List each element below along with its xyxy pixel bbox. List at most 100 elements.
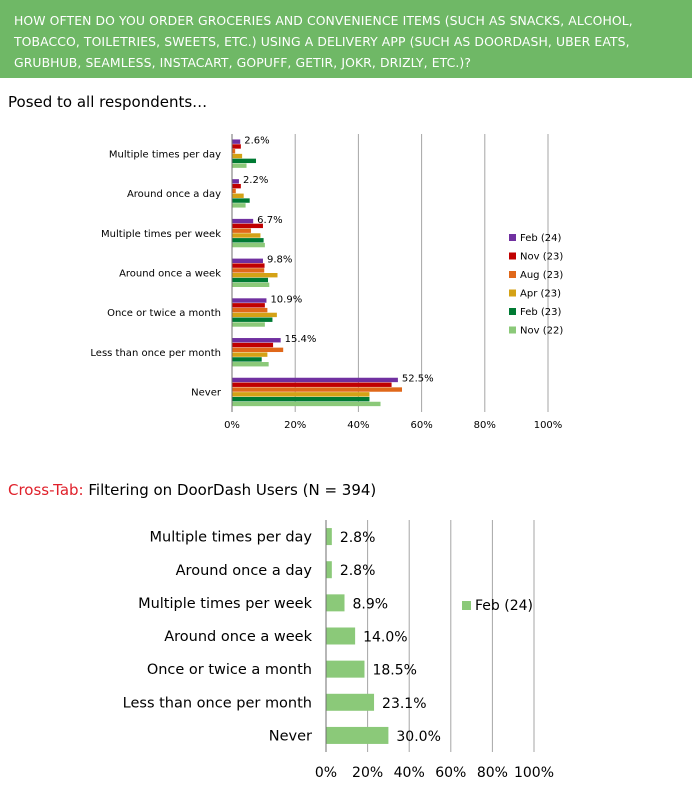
chart1-legend-swatch	[509, 234, 516, 241]
chart1-bar-feb-24-	[232, 338, 281, 343]
question-line-3: GRUBHUB, SEAMLESS, INSTACART, GOPUFF, GE…	[14, 55, 472, 70]
chart1-bar-feb-24-	[232, 298, 267, 303]
chart1-legend-label: Nov (23)	[520, 252, 563, 263]
chart2-data-label: 23.1%	[382, 696, 426, 712]
chart1-bar-aug-23-	[232, 149, 236, 154]
chart1-bar-feb-23-	[232, 317, 273, 322]
chart2-legend-label: Feb (24)	[475, 598, 533, 614]
chart1-category-label: Once or twice a month	[107, 308, 221, 319]
chart1-bar-feb-24-	[232, 377, 398, 383]
chart2-bar-feb-24-	[326, 693, 375, 711]
chart1-x-tick-label: 20%	[284, 420, 306, 431]
chart1-data-label: 9.8%	[267, 255, 292, 266]
chart1-bar-apr-23-	[232, 312, 277, 318]
chart2-x-tick-label: 20%	[352, 765, 383, 781]
question-banner: HOW OFTEN DO YOU ORDER GROCERIES AND CON…	[0, 0, 692, 78]
chart1-legend-label: Feb (24)	[520, 233, 562, 244]
chart1-bar-nov-22-	[232, 282, 270, 287]
chart1-bar-nov-22-	[232, 242, 265, 248]
chart1-category-label: Around once a week	[119, 269, 221, 280]
chart2-x-tick-label: 40%	[394, 765, 425, 781]
chart1-bar-aug-23-	[232, 228, 251, 233]
chart1-legend-label: Apr (23)	[520, 289, 561, 300]
chart1-bar-nov-23-	[232, 223, 263, 229]
chart1-x-tick-label: 40%	[347, 420, 369, 431]
chart1-legend-swatch	[509, 308, 516, 315]
chart1-x-tick-label: 80%	[474, 420, 496, 431]
chart1-data-label: 6.7%	[257, 215, 282, 226]
chart1-legend-swatch	[509, 289, 516, 297]
chart2-x-tick-label: 80%	[477, 765, 508, 781]
chart1-legend-swatch	[509, 252, 516, 260]
chart1-bar-apr-23-	[232, 352, 268, 357]
chart1-legend-label: Feb (23)	[520, 307, 562, 318]
chart2-data-label: 8.9%	[353, 596, 389, 612]
chart1-bar-apr-23-	[232, 233, 261, 238]
chart1-bar-nov-23-	[232, 263, 265, 268]
chart1-x-tick-label: 100%	[534, 420, 563, 431]
chart1-category-label: Multiple times per week	[101, 229, 221, 240]
chart2-category-label: Around once a day	[176, 563, 313, 579]
chart1-bar-aug-23-	[232, 307, 268, 313]
chart2-legend-swatch	[462, 601, 471, 610]
chart2-bar-feb-24-	[326, 528, 332, 546]
chart1-bar-nov-23-	[232, 303, 265, 308]
chart1-bar-aug-23-	[232, 387, 403, 392]
chart1-legend-swatch	[509, 271, 516, 278]
chart1-bar-nov-23-	[232, 342, 274, 348]
chart1-bar-nov-23-	[232, 144, 241, 149]
crosstab-prefix: Cross-Tab:	[8, 481, 84, 499]
chart1-legend-label: Nov (22)	[520, 326, 563, 337]
chart1-category-label: Around once a day	[127, 189, 221, 200]
chart1-bar-nov-22-	[232, 163, 247, 168]
chart1-bar-aug-23-	[232, 268, 265, 273]
chart2-category-label: Multiple times per week	[138, 596, 313, 612]
chart1-data-label: 10.9%	[270, 294, 302, 305]
chart1-data-label: 2.6%	[244, 135, 269, 146]
chart1-bar-apr-23-	[232, 273, 278, 278]
chart1-bar-nov-23-	[232, 382, 392, 387]
chart2-bar-feb-24-	[326, 561, 332, 579]
chart1-bar-feb-24-	[232, 218, 254, 224]
chart1-legend-label: Aug (23)	[520, 270, 563, 281]
chart1-bar-apr-23-	[232, 193, 244, 198]
chart1-bar-feb-23-	[232, 238, 264, 243]
chart1-x-tick-label: 60%	[410, 420, 432, 431]
chart1-legend-swatch	[509, 326, 516, 334]
chart1-bar-feb-23-	[232, 396, 370, 402]
chart2-x-tick-label: 100%	[514, 765, 554, 781]
chart1-bar-feb-24-	[232, 258, 263, 263]
chart2-data-label: 18.5%	[372, 663, 416, 679]
chart2-category-label: Less than once per month	[123, 695, 312, 711]
chart1-data-label: 2.2%	[243, 175, 268, 186]
question-line-2: TOBACCO, TOILETRIES, SWEETS, ETC.) USING…	[14, 34, 630, 49]
chart1-bar-nov-22-	[232, 322, 265, 327]
chart2-data-label: 2.8%	[340, 530, 376, 546]
chart2-bar-feb-24-	[326, 627, 356, 645]
chart1-bar-feb-24-	[232, 139, 241, 144]
chart2-x-tick-label: 60%	[435, 765, 466, 781]
chart1-bar-feb-23-	[232, 357, 262, 362]
chart1-bar-apr-23-	[232, 392, 370, 397]
chart2-category-label: Multiple times per day	[150, 530, 313, 546]
chart2-data-label: 14.0%	[363, 630, 407, 646]
chart1-bar-feb-24-	[232, 179, 239, 184]
chart2-bar-feb-24-	[326, 594, 345, 612]
chart1-bar-feb-23-	[232, 198, 250, 203]
chart1-x-tick-label: 0%	[224, 420, 240, 431]
chart1-bar-nov-22-	[232, 401, 381, 407]
chart2-category-label: Around once a week	[164, 629, 312, 645]
chart1-bar-nov-23-	[232, 183, 241, 189]
chart2-x-tick-label: 0%	[315, 765, 337, 781]
section-title-all-respondents: Posed to all respondents…	[8, 93, 208, 111]
chart2-data-label: 2.8%	[340, 563, 376, 579]
crosstab-title: Filtering on DoorDash Users (N = 394)	[83, 481, 377, 499]
chart1-bar-nov-22-	[232, 362, 269, 367]
chart1-bar-feb-23-	[232, 158, 257, 164]
chart1-category-label: Multiple times per day	[109, 149, 221, 160]
chart1-category-label: Never	[191, 388, 222, 399]
chart1-category-label: Less than once per month	[90, 348, 221, 359]
chart1-data-label: 52.5%	[402, 374, 434, 385]
chart1-bar-feb-23-	[232, 277, 269, 283]
chart1-bar-nov-22-	[232, 203, 246, 208]
